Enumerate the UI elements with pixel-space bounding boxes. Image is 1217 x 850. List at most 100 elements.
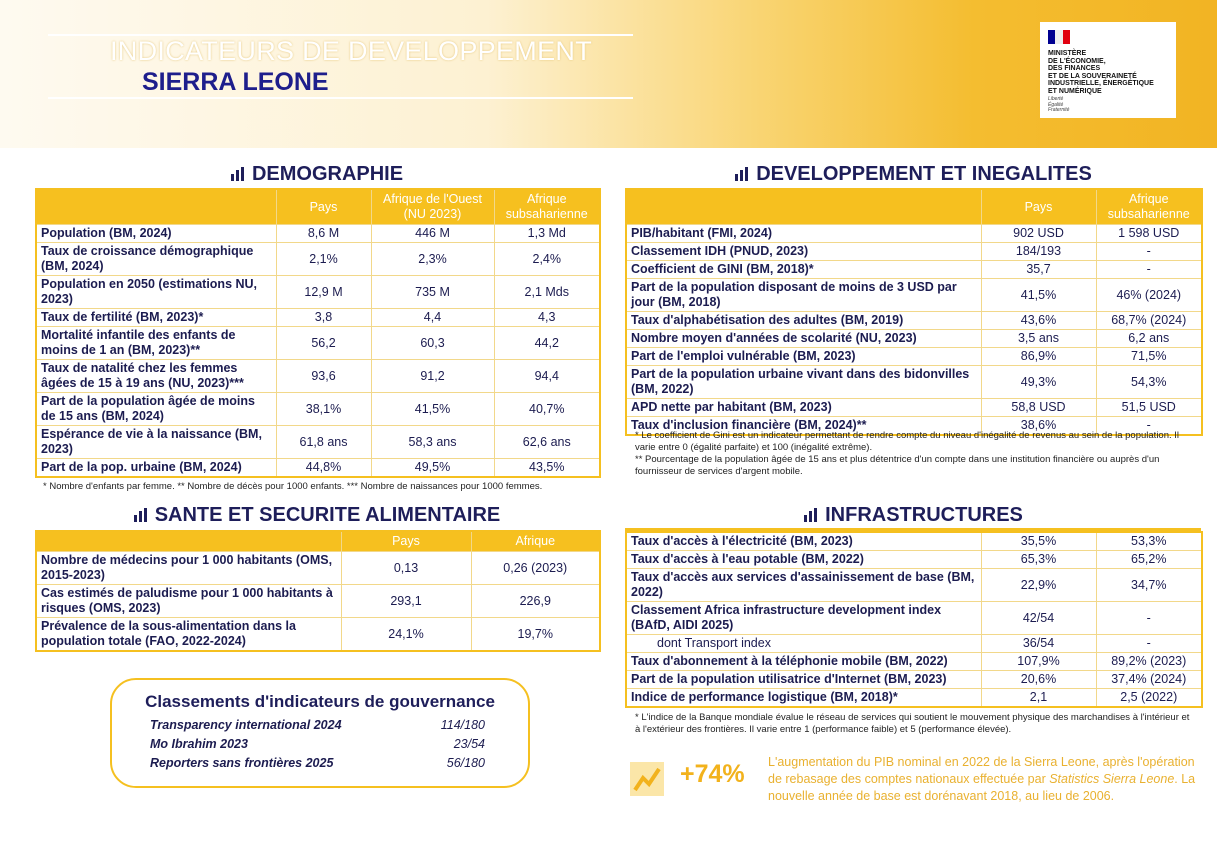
data-table: Taux d'accès à l'électricité (BM, 2023) 3… <box>625 531 1203 708</box>
value-cell: 62,6 ans <box>493 425 600 459</box>
value-cell: - <box>1095 242 1202 261</box>
header-cell: Pays <box>275 189 371 225</box>
value-cell: - <box>1095 416 1202 436</box>
governance-row: Mo Ibrahim 2023 23/54 <box>150 737 485 751</box>
table-row: Taux de croissance démographique (BM, 20… <box>35 242 600 276</box>
table-row: Taux d'inclusion financière (BM, 2024)**… <box>625 416 1202 436</box>
row-label: Taux d'accès à l'eau potable (BM, 2022) <box>625 550 981 569</box>
row-label: Nombre moyen d'années de scolarité (NU, … <box>625 329 981 348</box>
icon <box>735 167 749 181</box>
table-row: Coefficient de GINI (BM, 2018)* 35,7- <box>625 260 1202 279</box>
value-cell: 735 M <box>370 275 494 309</box>
table-wrap: Pays Afrique Nombre de médecins pour 1 000… <box>35 530 601 652</box>
heading-text: INFRASTRUCTURES <box>825 504 1023 526</box>
ministry-logo: MINISTÈRE DE L'ÉCONOMIE, DES FINANCES ET DE… <box>1040 22 1176 118</box>
section-heading: SANTE ET SECURITE ALIMENTAIRE <box>35 504 598 527</box>
header-cell <box>35 189 276 225</box>
value-cell: 44,8% <box>275 458 371 478</box>
row-label: Taux d'accès aux services d'assainisseme… <box>625 568 981 602</box>
header-cell: Afrique subsaharienne <box>1095 189 1202 225</box>
value-cell: 0,13 <box>340 551 471 585</box>
icon <box>230 167 244 181</box>
motto-line: Liberté <box>1048 96 1064 102</box>
heading-text: SANTE ET SECURITE ALIMENTAIRE <box>154 504 501 526</box>
text-part: L'augmentation du PIB nominal en 2022 de… <box>768 755 1195 786</box>
table-row: dont Transport index 36/54- <box>625 634 1202 653</box>
index-rank: 56/180 <box>446 756 485 770</box>
table-row: Taux d'abonnement à la téléphonie mobile… <box>625 652 1202 671</box>
section-heading: DEMOGRAPHIE <box>35 163 598 186</box>
value-cell: 293,1 <box>340 584 471 618</box>
rule <box>48 97 633 99</box>
value-cell: 2,1 Mds <box>493 275 600 309</box>
row-label: Taux de croissance démographique (BM, 20… <box>35 242 276 276</box>
rule <box>48 34 633 36</box>
value-cell: 43,5% <box>493 458 600 478</box>
value-cell: 37,4% (2024) <box>1095 670 1202 689</box>
row-label: Taux de fertilité (BM, 2023)* <box>35 308 276 327</box>
row-label: Part de la population utilisatrice d'Int… <box>625 670 981 689</box>
value-cell: 65,3% <box>980 550 1096 569</box>
value-cell: 184/193 <box>980 242 1096 261</box>
section-heading: DEVELOPPEMENT ET INEGALITES <box>625 163 1201 186</box>
value-cell: 0,26 (2023) <box>470 551 600 585</box>
table-row: Nombre de médecins pour 1 000 habitants … <box>35 551 600 585</box>
text-part: Statistics Sierra Leone <box>1049 772 1175 786</box>
row-label: Prévalence de la sous-alimentation dans … <box>35 617 341 652</box>
row-label: Part de la population urbaine vivant dan… <box>625 365 981 399</box>
header-cell: Afrique subsaharienne <box>493 189 600 225</box>
value-cell: 38,6% <box>980 416 1096 436</box>
value-cell: 38,1% <box>275 392 371 426</box>
value-cell: 226,9 <box>470 584 600 618</box>
header-row: Pays Afrique de l'Ouest (NU 2023) Afrique … <box>35 189 600 225</box>
value-cell: 2,4% <box>493 242 600 276</box>
value-cell: 1 598 USD <box>1095 224 1202 243</box>
value-cell: 61,8 ans <box>275 425 371 459</box>
table-row: Taux de fertilité (BM, 2023)* 3,8 4,4 4,3 <box>35 308 600 327</box>
value-cell: 42/54 <box>980 601 1096 635</box>
table-row: Taux d'accès à l'eau potable (BM, 2022) 6… <box>625 550 1202 569</box>
table-row: Taux d'accès aux services d'assainisseme… <box>625 568 1202 602</box>
value-cell: 93,6 <box>275 359 371 393</box>
footnote: * Nombre d'enfants par femme. ** Nombre … <box>43 481 543 492</box>
value-cell: 8,6 M <box>275 224 371 243</box>
row-label: Nombre de médecins pour 1 000 habitants … <box>35 551 341 585</box>
logo-line: MINISTÈRE <box>1048 50 1087 57</box>
value-cell: 41,5% <box>370 392 494 426</box>
table-row: Mortalité infantile des enfants de moins… <box>35 326 600 360</box>
index-rank: 114/180 <box>440 718 485 732</box>
logo-line: INDUSTRIELLE, ÉNERGÉTIQUE <box>1048 80 1154 87</box>
row-label: Part de l'emploi vulnérable (BM, 2023) <box>625 347 981 366</box>
value-cell: 446 M <box>370 224 494 243</box>
row-label: Coefficient de GINI (BM, 2018)* <box>625 260 981 279</box>
row-label: Taux d'inclusion financière (BM, 2024)** <box>625 416 981 436</box>
value-cell: 35,5% <box>980 532 1096 551</box>
index-name: Mo Ibrahim 2023 <box>150 737 248 751</box>
table-row: Taux d'alphabétisation des adultes (BM, … <box>625 311 1202 330</box>
governance-row: Reporters sans frontières 2025 56/180 <box>150 756 485 770</box>
value-cell: 71,5% <box>1095 347 1202 366</box>
header-row: Pays Afrique <box>35 531 600 552</box>
value-cell: 68,7% (2024) <box>1095 311 1202 330</box>
value-cell: 53,3% <box>1095 532 1202 551</box>
row-label: Taux de natalité chez les femmes âgées d… <box>35 359 276 393</box>
table-row: Part de la pop. urbaine (BM, 2024) 44,8% 4… <box>35 458 600 478</box>
data-table: Pays Afrique subsaharienne PIB/habitant (F… <box>625 188 1203 436</box>
value-cell: 49,5% <box>370 458 494 478</box>
value-cell: 60,3 <box>370 326 494 360</box>
value-cell: 91,2 <box>370 359 494 393</box>
value-cell: 24,1% <box>340 617 471 652</box>
value-cell: 49,3% <box>980 365 1096 399</box>
governance-box: Classements d'indicateurs de gouvernance… <box>110 678 530 788</box>
highlight-value: +74% <box>680 760 745 788</box>
row-label: Cas estimés de paludisme pour 1 000 habi… <box>35 584 341 618</box>
value-cell: 34,7% <box>1095 568 1202 602</box>
motto-line: Égalité <box>1048 101 1064 108</box>
table-row: Cas estimés de paludisme pour 1 000 habi… <box>35 584 600 618</box>
row-label: dont Transport index <box>625 634 981 653</box>
footnote: * Le coefficient de Gini est un indicate… <box>635 430 1197 478</box>
value-cell: 19,7% <box>470 617 600 652</box>
table-row: Population en 2050 (estimations NU, 2023… <box>35 275 600 309</box>
flag-mark <box>1048 30 1070 44</box>
table-row: Part de l'emploi vulnérable (BM, 2023) 86… <box>625 347 1202 366</box>
